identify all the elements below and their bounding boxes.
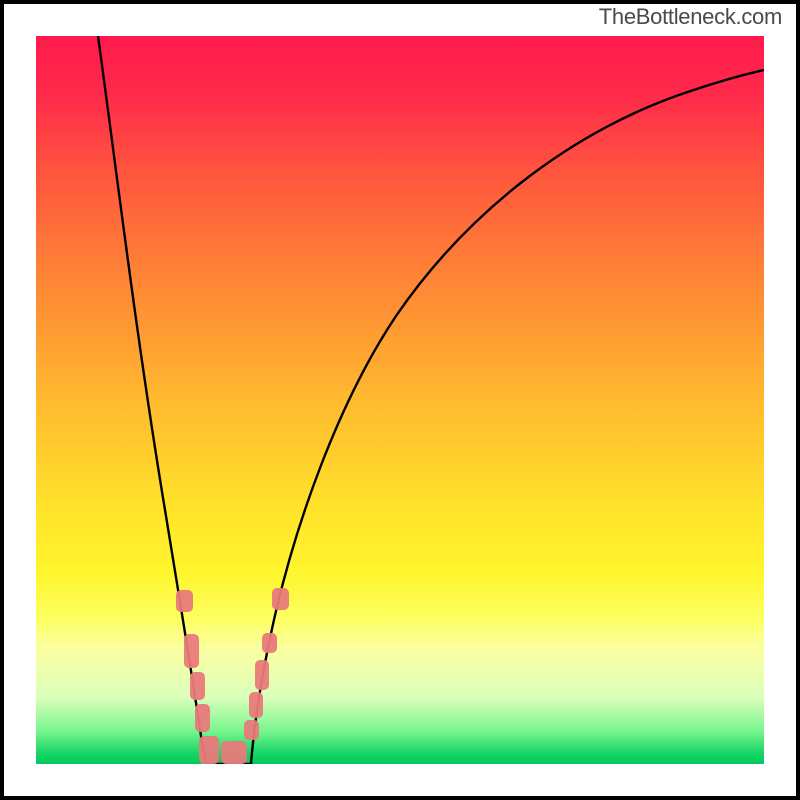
chart-frame: TheBottleneck.com [0,0,800,800]
outer-border-rect [0,0,800,800]
watermark-text: TheBottleneck.com [599,4,782,30]
outer-border [0,0,800,800]
